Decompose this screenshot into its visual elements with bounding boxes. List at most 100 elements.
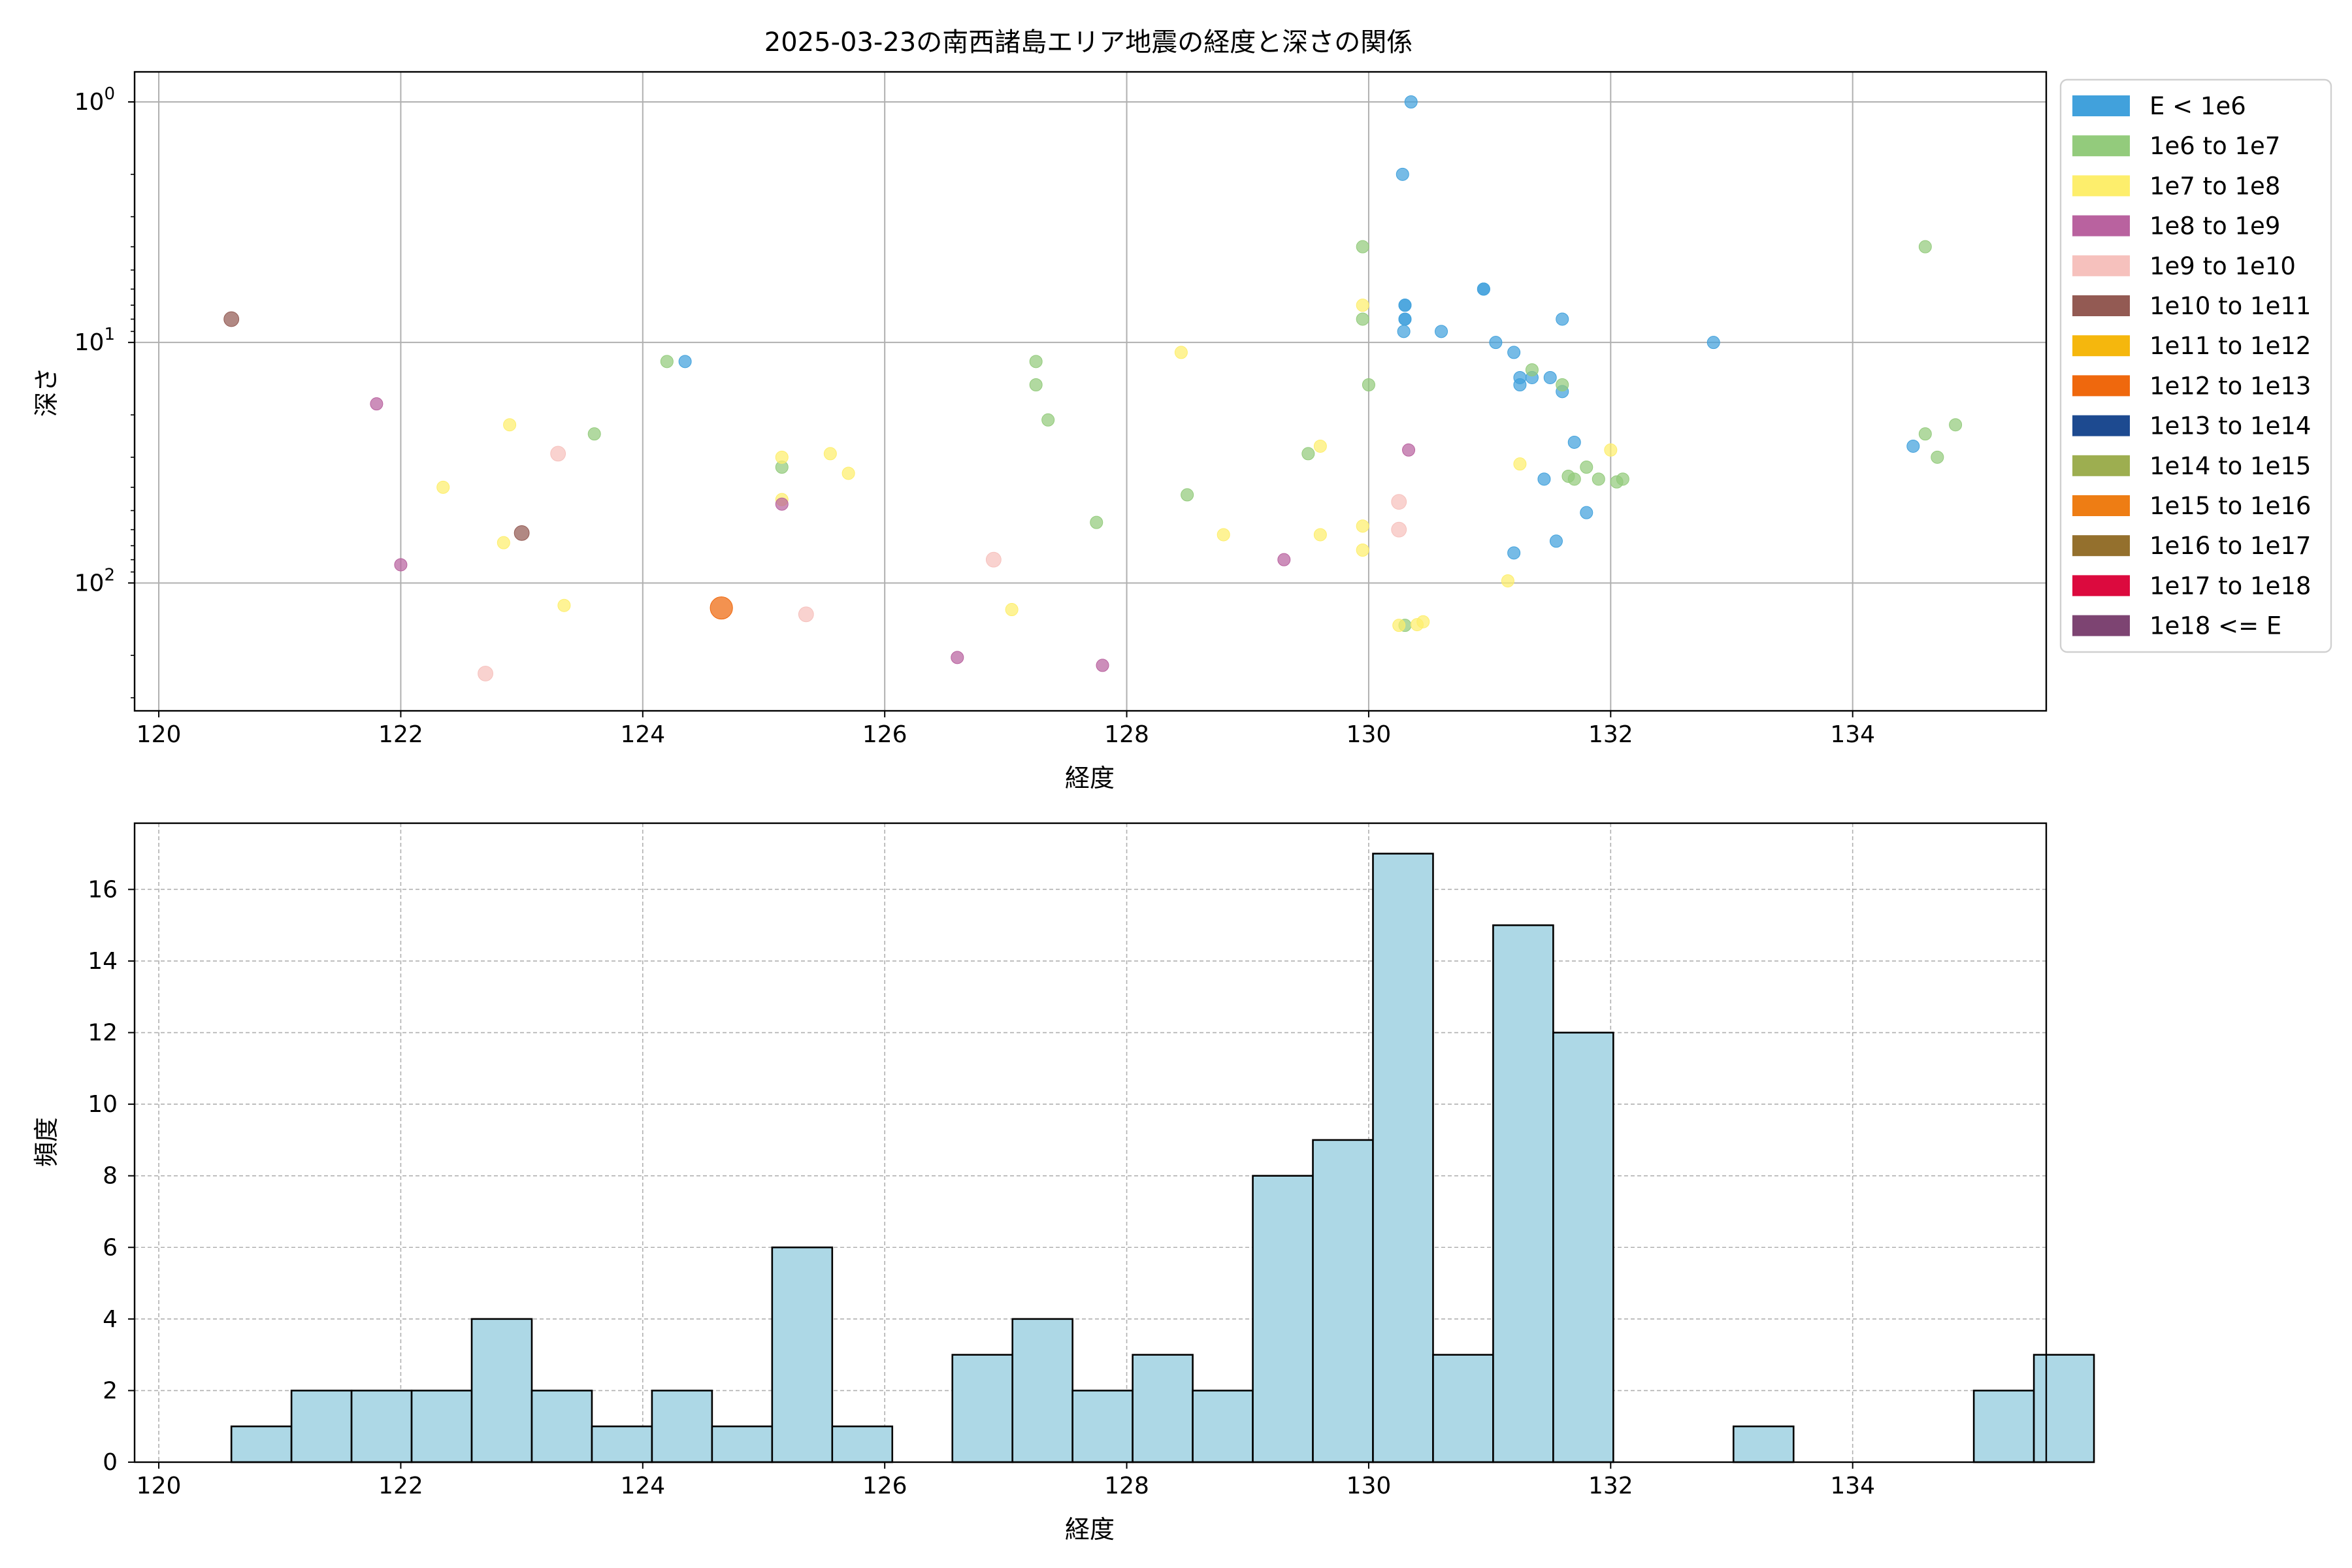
x-tick-label: 134 [1830,721,1875,748]
x-tick-label: 132 [1588,1473,1633,1499]
x-tick-label: 122 [378,721,423,748]
data-point [1707,336,1720,350]
y-tick-label: 16 [88,876,118,903]
legend-label: 1e18 <= E [2149,612,2281,640]
legend-swatch [2072,615,2130,636]
legend-swatch [2072,495,2130,516]
data-point [1592,472,1605,486]
x-tick-label: 126 [862,721,907,748]
legend-swatch [2072,335,2130,357]
data-point [775,497,789,511]
data-point [1404,95,1418,108]
legend-swatch [2072,215,2130,237]
x-tick-label: 124 [620,721,665,748]
histogram-x-axis-label: 経度 [1065,1515,1115,1544]
legend-label: 1e6 to 1e7 [2149,132,2280,160]
data-point [1392,619,1406,632]
y-tick-label: 2 [103,1377,118,1404]
data-point [1513,378,1527,391]
legend-swatch [2072,175,2130,197]
data-point [478,666,493,681]
data-point [1397,325,1411,338]
histogram-bar [951,1354,1014,1463]
legend-label: 1e9 to 1e10 [2149,252,2296,280]
histogram-bar [1972,1390,2035,1463]
histogram-bar [410,1390,473,1463]
histogram-bar [2033,1354,2095,1463]
data-point [514,525,530,541]
histogram-bar [651,1390,713,1463]
data-point [678,355,692,368]
x-tick-label: 122 [378,1473,423,1499]
data-point [503,418,517,432]
histogram-bar [1552,1032,1614,1463]
legend-label: 1e8 to 1e9 [2149,212,2280,240]
data-point [841,466,855,480]
histogram-bar [1011,1318,1073,1463]
data-point [1391,521,1407,538]
y-tick-label: 102 [74,565,115,596]
legend-label: 1e7 to 1e8 [2149,172,2280,200]
data-point [1507,546,1521,560]
data-point [1313,528,1327,542]
data-point [1181,488,1194,502]
data-point [710,596,733,620]
data-point [1507,346,1521,359]
histogram-bar [230,1425,293,1463]
data-point [1489,336,1503,350]
legend-label: 1e10 to 1e11 [2149,292,2311,320]
legend-swatch [2072,535,2130,557]
scatter-y-ticks: 100 101 102 [74,84,135,698]
y-tick-label: 10 [88,1091,118,1118]
data-point [1301,447,1315,461]
data-point [394,558,408,572]
data-point [1556,312,1569,326]
data-point [1029,355,1043,368]
data-point [1616,472,1629,486]
histogram-bar [1432,1354,1494,1463]
data-point [1391,494,1407,510]
data-point [660,355,674,368]
histogram-bar [470,1318,533,1463]
legend-label: E < 1e6 [2149,92,2246,120]
legend-label: 1e11 to 1e12 [2149,332,2311,360]
histogram-chart: 120 122 124 126 128 130 132 134 0 2 4 6 8 10 12 14 16 経… [32,822,2095,1544]
y-tick-label: 6 [103,1234,118,1261]
hist-plot-area-background [135,823,2046,1462]
data-point [1416,615,1430,629]
data-point [1398,312,1412,326]
data-point [1217,528,1230,542]
legend-swatch [2072,255,2130,276]
chart-title: 2025-03-23の南西諸島エリア地震の経度と深さの関係 [764,27,1413,57]
legend-label: 1e17 to 1e18 [2149,572,2311,600]
y-tick-label: 4 [103,1306,118,1333]
histogram-bar [1071,1390,1134,1463]
legend-box [2059,78,2332,653]
histogram-bar [290,1390,353,1463]
histogram-bar [711,1425,774,1463]
data-point [1567,435,1581,449]
data-point [1918,427,1932,441]
data-point [1313,439,1327,453]
data-point [1525,363,1539,377]
x-tick-label: 132 [1588,721,1633,748]
x-tick-label: 120 [137,721,182,748]
x-tick-label: 120 [137,1473,182,1499]
data-point [1949,418,1963,432]
data-point [1435,325,1448,338]
y-tick-label: 8 [103,1163,118,1190]
x-tick-label: 124 [620,1473,665,1499]
data-point [550,446,566,462]
legend-swatch [2072,575,2130,596]
data-point [1513,457,1527,471]
histogram-y-axis-label: 頻度 [32,1117,61,1167]
legend-swatch [2072,295,2130,316]
histogram-bar [1492,924,1554,1463]
data-point [1356,312,1369,326]
data-point [823,447,837,461]
data-point [1543,370,1557,384]
data-point [1174,346,1188,359]
data-point [1356,519,1369,533]
histogram-bar [531,1390,593,1463]
